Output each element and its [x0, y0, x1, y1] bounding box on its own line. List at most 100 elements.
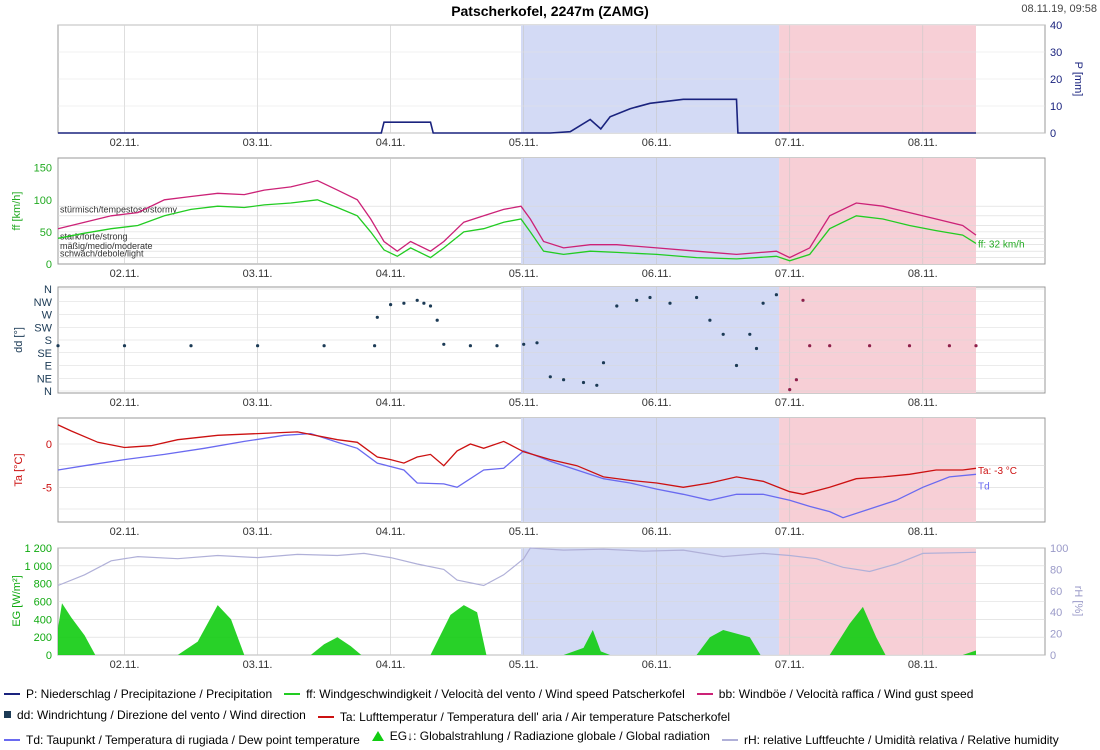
timestamp: 08.11.19, 09:58: [1021, 3, 1097, 15]
beaufort-annotation: stürmisch/tempestoso/stormy: [60, 205, 178, 215]
y2-tick-label: 60: [1050, 586, 1062, 598]
line-legend-icon: [721, 739, 738, 741]
direction-point: [668, 301, 672, 305]
y-tick-label: S: [45, 335, 52, 347]
direction-point: [373, 344, 377, 348]
x-tick-label: 05.11.: [509, 137, 539, 149]
direction-point: [774, 293, 779, 297]
direction-point: [535, 341, 539, 345]
direction-point: [442, 342, 446, 346]
x-tick-label: 03.11.: [243, 659, 273, 671]
legend-label: Td: Taupunkt / Temperatura di rugiada / …: [26, 733, 360, 747]
y2-tick-label: 20: [1050, 629, 1062, 641]
y-tick-label: 10: [1050, 101, 1062, 113]
y-tick-label: NW: [34, 297, 53, 309]
x-tick-label: 06.11.: [642, 137, 672, 149]
band-blue: [520, 418, 780, 522]
y-tick-label: NE: [37, 373, 52, 385]
x-tick-label: 08.11.: [908, 659, 938, 671]
direction-point: [495, 344, 499, 348]
x-tick-label: 03.11.: [243, 137, 273, 149]
x-tick-label: 07.11.: [775, 526, 805, 538]
legend-label: dd: Windrichtung / Direzione del vento /…: [17, 707, 306, 722]
direction-point: [868, 344, 872, 348]
panels: 02.11. 03.11. 04.11. 05.11. 06.11. 07.11. 08.1…: [11, 20, 1084, 671]
y2-tick-label: 40: [1050, 607, 1062, 619]
meteogram: Patscherkofel, 2247m (ZAMG) 08.11.19, 09…: [11, 3, 1097, 671]
x-tick-label: 08.11.: [908, 268, 938, 280]
direction-point: [422, 301, 426, 305]
direction-point: [708, 318, 712, 322]
y-tick-label: SE: [37, 348, 52, 360]
x-tick-label: 04.11.: [376, 526, 406, 538]
direction-point: [828, 344, 832, 348]
y-axis-label: P [mm]: [1072, 62, 1084, 97]
direction-point: [761, 301, 765, 305]
direction-point: [595, 383, 599, 387]
current-dew-label: Td: [978, 482, 990, 493]
legend-item: bb: Windböe / Velocità raffica / Wind gu…: [696, 687, 974, 701]
x-tick-label: 06.11.: [642, 526, 672, 538]
y2-axis-label: rH [%]: [1072, 586, 1084, 617]
chart-title: Patscherkofel, 2247m (ZAMG): [451, 3, 649, 19]
legend-item: ff: Windgeschwindigkeit / Velocità del v…: [284, 687, 685, 701]
x-tick-label: 06.11.: [642, 268, 672, 280]
direction-point: [615, 304, 619, 308]
y-tick-label: 400: [34, 614, 52, 626]
direction-point: [581, 380, 586, 385]
direction-point: [256, 344, 260, 348]
x-tick-label: 04.11.: [376, 659, 406, 671]
band-red: [779, 158, 976, 264]
x-tick-label: 02.11.: [110, 137, 140, 149]
x-tick-label: 07.11.: [775, 137, 805, 149]
direction-point: [402, 301, 406, 305]
x-tick-label: 08.11.: [908, 397, 938, 409]
y-tick-label: 1 200: [24, 543, 52, 555]
x-tick-label: 04.11.: [376, 268, 406, 280]
y-tick-label: N: [44, 386, 52, 398]
direction-point: [389, 303, 393, 307]
direction-point: [601, 361, 606, 365]
y-tick-label: 0: [46, 259, 52, 271]
direction-point: [801, 298, 805, 302]
mountain-legend-icon: [371, 731, 384, 741]
x-tick-label: 05.11.: [509, 526, 539, 538]
legend-item: EG↓: Globalstrahlung / Radiazione global…: [371, 729, 710, 743]
legend-label: Ta: Lufttemperatur / Temperatura dell' a…: [339, 710, 731, 724]
direction-point: [907, 344, 912, 348]
direction-point: [428, 304, 433, 308]
y-tick-label: 200: [34, 632, 52, 644]
y-tick-label: E: [45, 361, 52, 373]
beaufort-annotation: mäßig/medio/moderate: [60, 241, 153, 251]
legend-label: P: Niederschlag / Precipitazione / Preci…: [26, 687, 273, 701]
series-line-gust: [57, 179, 977, 259]
x-tick-label: 08.11.: [908, 526, 938, 538]
direction-point: [648, 295, 652, 300]
direction-point: [721, 332, 725, 336]
direction-point: [947, 344, 952, 348]
direction-point: [415, 298, 419, 302]
x-tick-label: 05.11.: [509, 659, 539, 671]
current-wind-label: ff: 32 km/h: [978, 239, 1025, 250]
beaufort-annotation: schwach/debole/light: [60, 248, 144, 258]
y-axis-label: EG [W/m²]: [11, 575, 23, 626]
y2-tick-label: 100: [1050, 543, 1068, 555]
x-tick-label: 03.11.: [243, 268, 273, 280]
line-legend-icon: [4, 693, 20, 695]
x-tick-label: 05.11.: [509, 397, 539, 409]
y-tick-label: N: [44, 284, 52, 296]
x-tick-label: 04.11.: [376, 137, 406, 149]
direction-point: [695, 295, 699, 300]
x-tick-label: 03.11.: [243, 397, 273, 409]
x-tick-label: 02.11.: [110, 268, 140, 280]
current-temp-label: Ta: -3 °C: [978, 466, 1017, 477]
legend-label: EG↓: Globalstrahlung / Radiazione global…: [389, 729, 710, 743]
y-tick-label: 600: [34, 597, 52, 609]
direction-point: [808, 344, 812, 348]
legend-item: Td: Taupunkt / Temperatura di rugiada / …: [4, 733, 360, 747]
direction-point: [734, 363, 739, 368]
legend-item: dd: Windrichtung / Direzione del vento /…: [4, 708, 306, 722]
y-tick-label: 0: [46, 439, 52, 451]
y-tick-label: 0: [46, 650, 52, 662]
legend-label: bb: Windböe / Velocità raffica / Wind gu…: [718, 687, 974, 701]
